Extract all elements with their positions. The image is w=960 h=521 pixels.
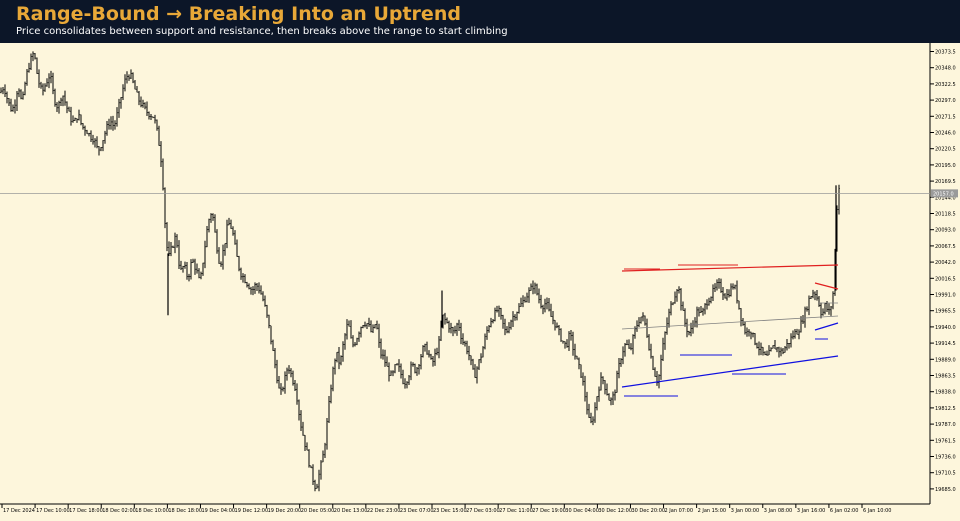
x-tick-label: 27 Dec 11:00 bbox=[499, 508, 533, 514]
y-tick-label: 20220.5 bbox=[935, 147, 956, 153]
plot-background bbox=[0, 43, 930, 504]
y-tick-label: 20322.5 bbox=[935, 82, 956, 88]
support-line bbox=[621, 355, 839, 388]
header-bar: Range-Bound → Breaking Into an Uptrend P… bbox=[0, 0, 960, 43]
trendline-overlays bbox=[621, 264, 839, 397]
y-tick-label: 19736.0 bbox=[935, 455, 956, 461]
x-tick-label: 20 Dec 13:00 bbox=[334, 508, 368, 514]
page-title: Range-Bound → Breaking Into an Uptrend bbox=[16, 3, 461, 25]
x-tick-label: 17 Dec 18:00 bbox=[69, 508, 103, 514]
mid-range-line bbox=[621, 315, 839, 330]
x-tick-label: 19 Dec 04:00 bbox=[201, 508, 235, 514]
y-tick-label: 20297.0 bbox=[935, 98, 956, 104]
y-tick-label: 20093.0 bbox=[935, 228, 956, 234]
x-tick-label: 23 Dec 15:00 bbox=[433, 508, 467, 514]
y-tick-label: 20195.0 bbox=[935, 163, 956, 169]
y-tick-label: 20067.5 bbox=[935, 244, 956, 250]
y-tick-label: 20169.5 bbox=[935, 179, 956, 185]
x-tick-label: 6 Jan 02:00 bbox=[830, 508, 858, 514]
y-tick-label: 20118.5 bbox=[935, 212, 956, 218]
x-tick-label: 27 Dec 19:00 bbox=[532, 508, 566, 514]
y-tick-label: 19838.0 bbox=[935, 390, 956, 396]
current-price-tag bbox=[931, 189, 958, 198]
x-tick-label: 19 Dec 20:00 bbox=[268, 508, 302, 514]
x-tick-label: 19 Dec 12:00 bbox=[235, 508, 269, 514]
y-tick-label: 19685.0 bbox=[935, 487, 956, 493]
resistance-line bbox=[621, 264, 839, 272]
x-tick-label: 30 Dec 20:00 bbox=[631, 508, 665, 514]
y-tick-label: 19761.5 bbox=[935, 438, 956, 444]
support-segment bbox=[814, 322, 839, 331]
price-bars bbox=[0, 51, 840, 492]
x-tick-label: 18 Dec 18:00 bbox=[168, 508, 202, 514]
x-tick-label: 23 Dec 07:00 bbox=[400, 508, 434, 514]
x-tick-label: 18 Dec 10:00 bbox=[135, 508, 169, 514]
current-price-label: 20157.0 bbox=[933, 191, 954, 197]
y-tick-label: 19889.0 bbox=[935, 357, 956, 363]
x-tick-label: 30 Dec 04:00 bbox=[565, 508, 599, 514]
chart-area[interactable]: 20373.5 20348.0 20322.5 20297.0 20271.5 20246… bbox=[0, 43, 960, 517]
y-tick-label: 20246.0 bbox=[935, 131, 956, 137]
x-tick-label: 18 Dec 02:00 bbox=[102, 508, 136, 514]
x-tick-label: 22 Dec 23:00 bbox=[367, 508, 401, 514]
y-tick-label: 19940.0 bbox=[935, 325, 956, 331]
x-tick-label: 17 Dec 10:00 bbox=[36, 508, 70, 514]
x-tick-label: 3 Jan 16:00 bbox=[797, 508, 825, 514]
y-tick-label: 20348.0 bbox=[935, 66, 956, 72]
resistance-segment bbox=[814, 282, 839, 290]
y-axis: 20373.5 20348.0 20322.5 20297.0 20271.5 20246… bbox=[0, 50, 958, 493]
y-tick-label: 20042.0 bbox=[935, 260, 956, 266]
y-tick-label: 19914.5 bbox=[935, 341, 956, 347]
x-tick-label: 30 Dec 12:00 bbox=[598, 508, 632, 514]
x-tick-label: 6 Jan 10:00 bbox=[863, 508, 891, 514]
x-tick-label: 3 Jan 08:00 bbox=[764, 508, 792, 514]
y-tick-label: 19991.0 bbox=[935, 293, 956, 299]
y-tick-label: 19812.5 bbox=[935, 406, 956, 412]
x-tick-label: 2 Jan 07:00 bbox=[665, 508, 693, 514]
page-subtitle: Price consolidates between support and r… bbox=[16, 26, 508, 37]
x-tick-label: 17 Dec 2024 bbox=[3, 508, 35, 514]
x-tick-label: 20 Dec 05:00 bbox=[301, 508, 335, 514]
price-chart[interactable]: 20373.5 20348.0 20322.5 20297.0 20271.5 20246… bbox=[0, 43, 960, 517]
x-tick-label: 2 Jan 15:00 bbox=[698, 508, 726, 514]
y-tick-label: 20271.5 bbox=[935, 114, 956, 120]
y-tick-label: 20373.5 bbox=[935, 50, 956, 56]
y-tick-label: 19863.5 bbox=[935, 374, 956, 380]
y-tick-label: 19965.5 bbox=[935, 309, 956, 315]
x-axis: 17 Dec 2024 17 Dec 10:00 17 Dec 18:00 18 De… bbox=[1, 504, 891, 514]
x-tick-label: 3 Jan 00:00 bbox=[731, 508, 759, 514]
x-tick-label: 27 Dec 03:00 bbox=[466, 508, 500, 514]
y-tick-label: 19710.5 bbox=[935, 471, 956, 477]
y-tick-label: 19787.0 bbox=[935, 422, 956, 428]
y-tick-label: 20016.5 bbox=[935, 276, 956, 282]
y-tick-label: 20144.0 bbox=[935, 195, 956, 201]
